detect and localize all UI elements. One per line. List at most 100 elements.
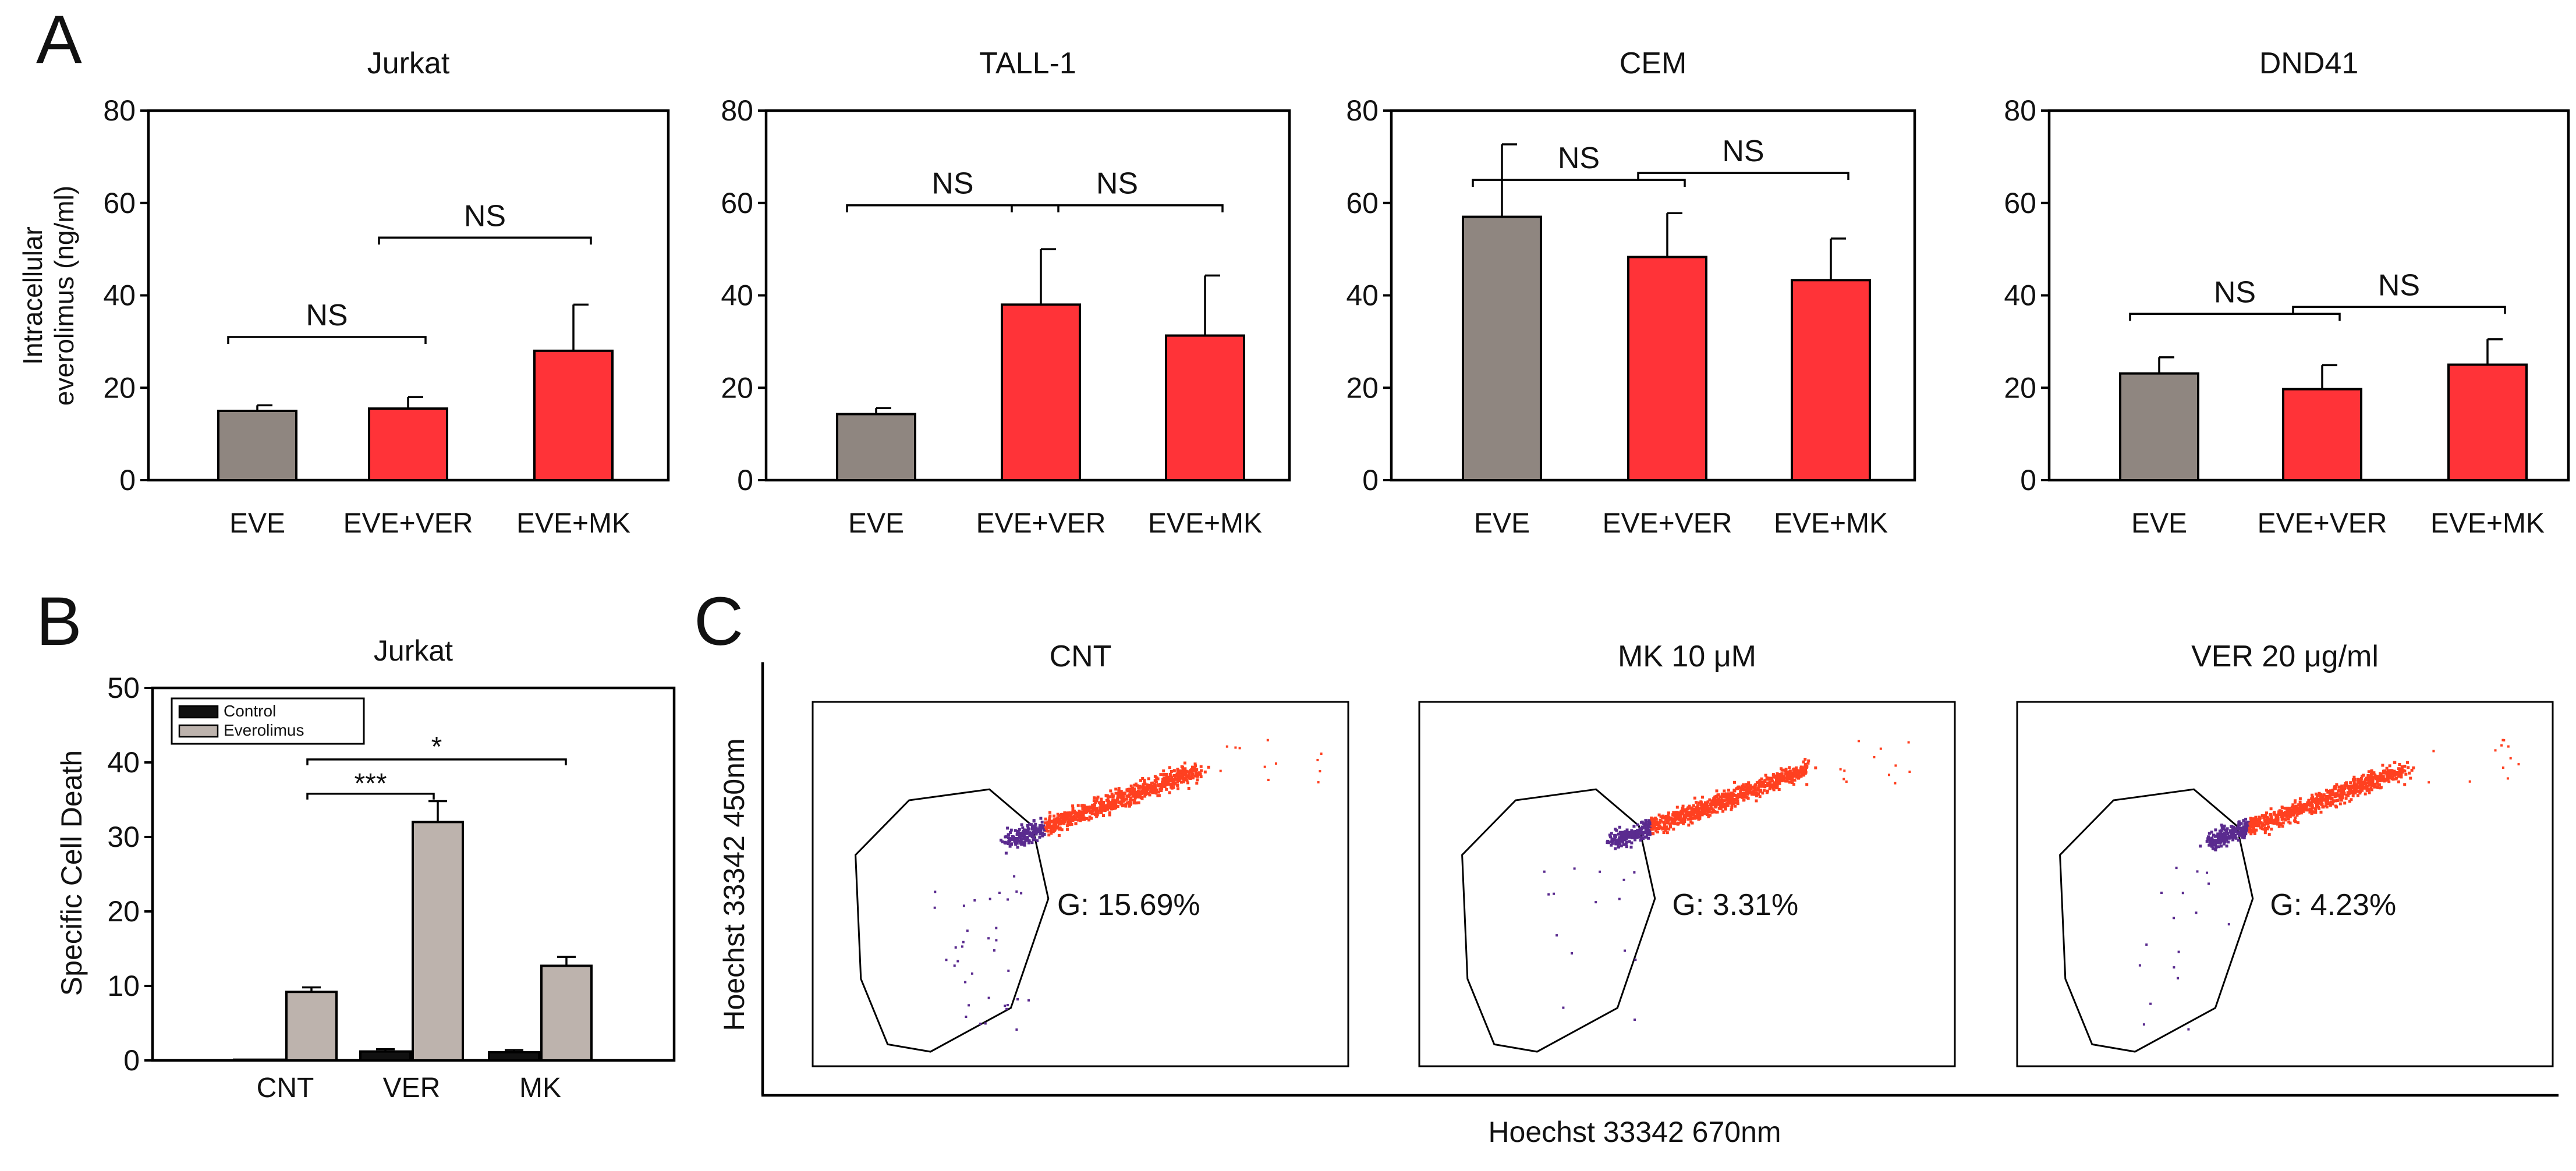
- cell-event: [1691, 821, 1694, 825]
- cell-event: [1750, 793, 1753, 796]
- cell-event: [1088, 815, 1092, 819]
- cell-event: [2400, 770, 2404, 773]
- cell-event: [1108, 813, 1111, 817]
- y-tick-label: 50: [107, 672, 140, 704]
- cell-event: [2368, 791, 2371, 794]
- cell-event: [1689, 817, 1692, 821]
- cell-event: [1026, 828, 1030, 832]
- cell-event: [2324, 804, 2327, 807]
- cell-event: [1096, 797, 1099, 800]
- cell-event: [2266, 827, 2269, 831]
- cell-event: [1713, 800, 1716, 803]
- cell-event: [1094, 808, 1097, 812]
- cell-event: [1765, 791, 1769, 794]
- cell-event: [2326, 799, 2329, 802]
- cell-event: [1712, 797, 1716, 800]
- cell-event: [1135, 782, 1138, 786]
- cell-event: [1090, 807, 1094, 810]
- cell-event: [2280, 805, 2284, 809]
- cell-event: [1020, 832, 1023, 835]
- cell-event: [1047, 833, 1051, 837]
- cell-event: [2387, 780, 2391, 783]
- y-tick-label: 10: [107, 970, 140, 1002]
- cell-event: [1621, 840, 1625, 844]
- y-tick-label: 0: [1362, 464, 1379, 496]
- cell-event: [1016, 846, 1019, 849]
- cell-event: [2340, 787, 2344, 790]
- cell-event: [1007, 898, 1009, 901]
- cell-event: [1625, 831, 1628, 834]
- cell-event: [2331, 800, 2335, 803]
- cell-event: [1894, 782, 1897, 785]
- x-tick-label: EVE+VER: [1603, 508, 1732, 539]
- cell-event: [1792, 770, 1795, 773]
- cell-event: [1718, 804, 1722, 808]
- cell-event: [2257, 818, 2260, 821]
- cell-event: [2219, 840, 2223, 844]
- x-tick-label: EVE+VER: [2258, 508, 2387, 539]
- cell-event: [2266, 817, 2269, 820]
- bar-eve-mk: [2447, 363, 2528, 481]
- cell-event: [1698, 801, 1701, 805]
- cell-event: [1618, 839, 1622, 843]
- cell-event: [2206, 837, 2210, 840]
- cell-event: [1622, 843, 1625, 846]
- cell-event: [1136, 795, 1139, 799]
- cell-event: [2241, 831, 2244, 835]
- cell-event: [1622, 878, 1625, 881]
- cell-event: [1100, 805, 1103, 809]
- cell-event: [2311, 803, 2314, 807]
- bar-everolimus-ver: [412, 821, 464, 1062]
- cell-event: [1710, 799, 1713, 803]
- cell-event: [2273, 821, 2276, 824]
- bar-eve-ver: [1001, 303, 1081, 481]
- cell-event: [2311, 805, 2314, 808]
- cell-event: [1717, 793, 1720, 797]
- cell-event: [1149, 788, 1153, 792]
- cell-event: [1149, 787, 1153, 790]
- cell-event: [1030, 823, 1033, 826]
- cell-event: [1177, 771, 1179, 775]
- cell-event: [1782, 779, 1785, 782]
- cell-event: [1755, 793, 1759, 796]
- cell-event: [962, 904, 965, 907]
- y-tick-label: 20: [721, 371, 753, 404]
- cell-event: [2369, 786, 2373, 790]
- cell-event: [2388, 764, 2391, 768]
- cell-event: [1707, 815, 1710, 818]
- cell-event: [1730, 806, 1734, 810]
- cell-event: [1166, 779, 1170, 782]
- cell-event: [1699, 803, 1703, 807]
- cell-event: [1804, 771, 1808, 774]
- cell-event: [1712, 803, 1715, 806]
- cell-event: [993, 949, 995, 952]
- cell-event: [1048, 816, 1051, 819]
- cell-event: [1011, 835, 1015, 839]
- cell-event: [1739, 789, 1742, 793]
- cell-event: [2210, 839, 2214, 842]
- cell-event: [2331, 791, 2334, 794]
- cell-event: [2210, 844, 2213, 848]
- cell-event: [1143, 782, 1146, 785]
- cell-event: [1616, 840, 1620, 843]
- cell-event: [1087, 818, 1091, 822]
- cell-event: [2309, 801, 2312, 804]
- cell-event: [1692, 814, 1695, 817]
- cell-event: [1145, 786, 1147, 789]
- cell-event: [2385, 767, 2389, 770]
- cell-event: [1776, 772, 1779, 775]
- cell-event: [1700, 811, 1703, 814]
- cell-event: [1649, 825, 1652, 828]
- gate-polygon: [1461, 788, 1656, 1053]
- cell-event: [1085, 817, 1089, 820]
- cell-event: [968, 1004, 970, 1007]
- cell-event: [1234, 746, 1237, 749]
- cell-event: [1739, 793, 1742, 796]
- y-tick-label: 20: [1346, 371, 1379, 404]
- cell-event: [1109, 789, 1112, 793]
- cell-event: [2230, 825, 2234, 828]
- cell-event: [1155, 776, 1158, 780]
- cell-event: [2359, 776, 2363, 780]
- cell-event: [2142, 1023, 2145, 1026]
- cell-event: [1102, 814, 1105, 817]
